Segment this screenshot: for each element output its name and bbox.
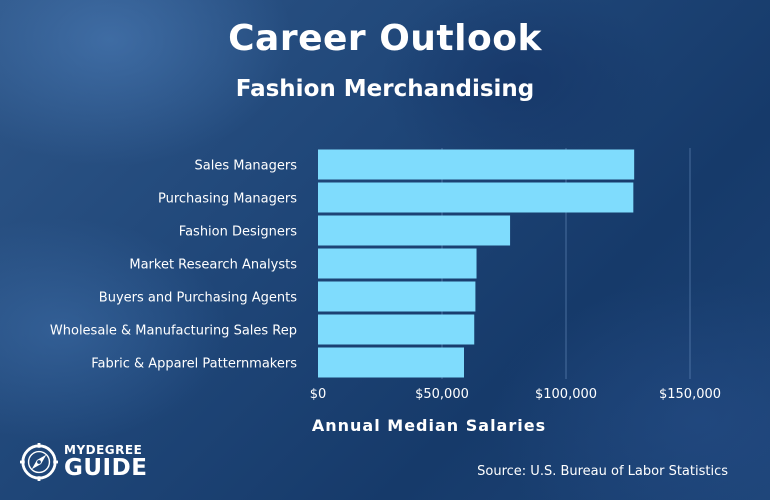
bar	[318, 215, 511, 246]
logo-text-top: MYDEGREE	[64, 443, 143, 457]
category-label: Sales Managers	[195, 159, 298, 174]
category-label: Fabric & Apparel Patternmakers	[91, 357, 297, 372]
x-tick-label: $100,000	[535, 387, 597, 402]
category-label: Buyers and Purchasing Agents	[99, 291, 297, 306]
x-axis-label: Annual Median Salaries	[311, 416, 547, 435]
x-tick-label: $50,000	[415, 387, 469, 402]
mydegreeguide-logo: MYDEGREE GUIDE	[20, 440, 147, 484]
x-tick-label: $150,000	[659, 387, 721, 402]
bar	[318, 149, 635, 180]
page-title: Career Outlook	[228, 18, 542, 59]
bar	[318, 347, 464, 378]
bar	[318, 248, 477, 279]
bar	[318, 281, 476, 312]
logo-text-bottom: GUIDE	[64, 455, 148, 481]
page-subtitle: Fashion Merchandising	[235, 76, 535, 102]
bar	[318, 182, 634, 213]
category-label: Purchasing Managers	[158, 192, 297, 207]
category-label: Market Research Analysts	[129, 258, 297, 273]
source-note: Source: U.S. Bureau of Labor Statistics	[477, 464, 728, 479]
x-tick-label: $0	[310, 387, 327, 402]
compass-icon	[20, 443, 58, 481]
category-label: Fashion Designers	[179, 225, 297, 240]
bar	[318, 314, 475, 345]
category-label: Wholesale & Manufacturing Sales Rep	[50, 324, 297, 339]
